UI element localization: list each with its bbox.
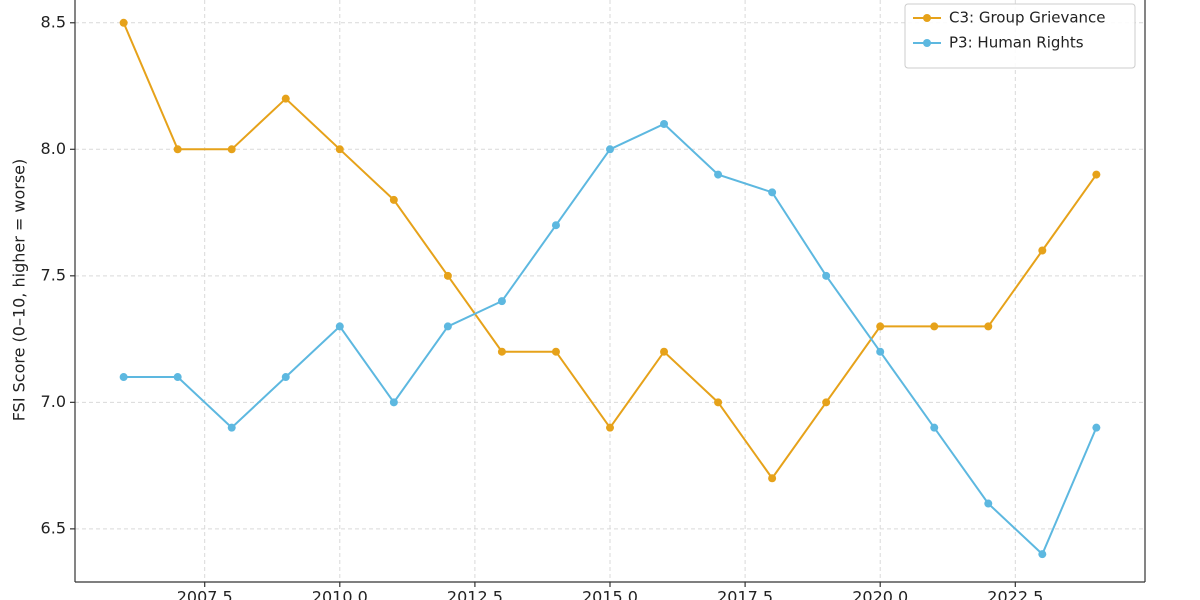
legend-marker bbox=[923, 39, 931, 47]
data-point bbox=[281, 373, 290, 382]
data-point bbox=[606, 423, 614, 432]
data-point bbox=[660, 119, 669, 128]
data-point bbox=[119, 18, 128, 27]
data-point bbox=[227, 145, 236, 154]
x-tick-label: 2022.5 bbox=[987, 588, 1043, 600]
y-tick-label: 8.0 bbox=[41, 139, 66, 158]
data-point bbox=[443, 322, 452, 331]
data-point bbox=[335, 322, 344, 331]
legend: C3: Group Grievance P3: Human Rights bbox=[904, 3, 1136, 69]
y-axis-label: FSI Score (0–10, higher = worse) bbox=[10, 159, 29, 422]
data-point bbox=[768, 188, 777, 197]
data-point bbox=[443, 271, 452, 280]
legend-label: P3: Human Rights bbox=[949, 34, 1084, 52]
y-tick-label: 7.0 bbox=[41, 392, 66, 411]
data-point bbox=[335, 145, 344, 154]
data-point bbox=[876, 347, 885, 356]
data-point bbox=[930, 423, 939, 432]
data-point bbox=[876, 322, 885, 331]
data-point bbox=[768, 474, 777, 483]
data-point bbox=[1092, 423, 1101, 432]
data-point bbox=[606, 145, 614, 154]
data-point bbox=[660, 347, 669, 356]
data-point bbox=[1038, 550, 1047, 559]
legend-box bbox=[904, 3, 1136, 69]
legend-label: C3: Group Grievance bbox=[949, 9, 1106, 27]
data-point bbox=[281, 94, 290, 103]
y-tick-label: 7.5 bbox=[41, 265, 66, 284]
x-tick-label: 2017.5 bbox=[717, 588, 773, 600]
x-tick-label: 2020.0 bbox=[852, 588, 908, 600]
data-point bbox=[1092, 170, 1101, 179]
data-point bbox=[389, 195, 398, 204]
data-point bbox=[714, 398, 723, 407]
data-point bbox=[119, 373, 128, 382]
y-tick-label: 6.5 bbox=[41, 518, 66, 537]
data-point bbox=[984, 499, 993, 508]
legend-marker bbox=[923, 14, 931, 22]
y-tick-label: 8.5 bbox=[41, 12, 66, 31]
data-point bbox=[497, 347, 506, 356]
x-tick-label: 2007.5 bbox=[177, 588, 233, 600]
data-point bbox=[551, 347, 560, 356]
data-point bbox=[551, 221, 560, 230]
data-point bbox=[497, 297, 506, 306]
x-tick-label: 2015.0 bbox=[582, 588, 638, 600]
x-tick-label: 2012.5 bbox=[447, 588, 503, 600]
data-point bbox=[984, 322, 993, 331]
data-point bbox=[1038, 246, 1047, 255]
x-tick-label: 2010.0 bbox=[312, 588, 368, 600]
data-point bbox=[930, 322, 939, 331]
data-point bbox=[822, 398, 831, 407]
data-point bbox=[173, 145, 182, 154]
data-point bbox=[227, 423, 236, 432]
data-point bbox=[714, 170, 723, 179]
data-point bbox=[822, 271, 831, 280]
data-point bbox=[173, 373, 182, 382]
data-point bbox=[389, 398, 398, 407]
